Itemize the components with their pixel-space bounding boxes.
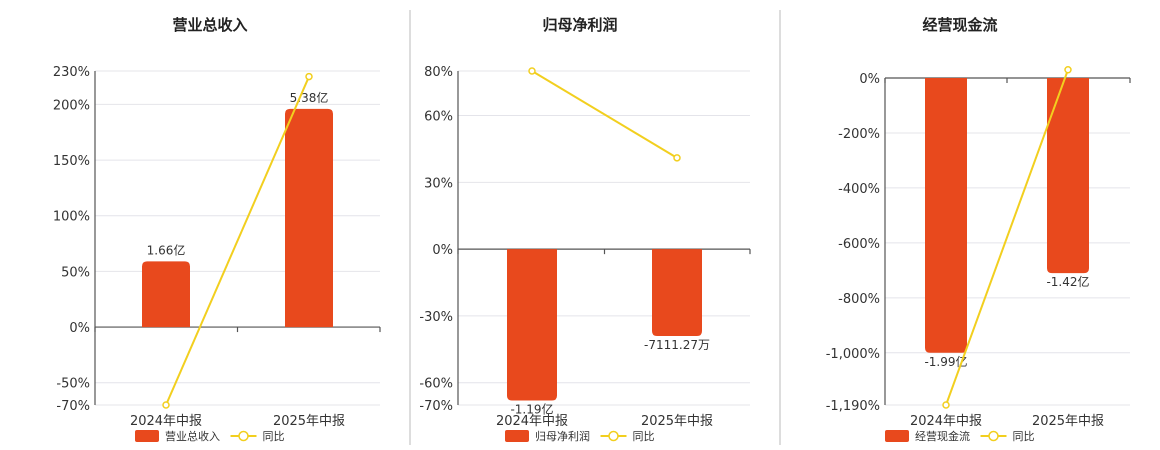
yoy-line (531, 70, 678, 159)
y-tick-label: -70% (419, 399, 453, 414)
y-tick-label: -50% (56, 377, 90, 392)
y-tick-label: 60% (424, 110, 453, 125)
bar (925, 78, 967, 353)
y-tick-label: 230% (53, 65, 90, 80)
legend-line-marker (238, 430, 249, 442)
yoy-point (305, 72, 313, 81)
yoy-point (942, 401, 950, 409)
x-category-label: 2025年中报 (1032, 414, 1104, 429)
yoy-point (162, 401, 170, 409)
x-category-label: 2024年中报 (496, 414, 568, 429)
yoy-point (528, 67, 536, 75)
x-category-label: 2025年中报 (641, 414, 713, 429)
bar-data-label: -1.99亿 (924, 354, 967, 369)
bar-data-label: -7111.27万 (644, 338, 710, 352)
legend-line-label: 同比 (263, 430, 285, 443)
y-tick-label: -400% (838, 182, 880, 197)
y-tick-label: 0% (859, 72, 880, 87)
bar-data-label: -1.19亿 (510, 402, 553, 417)
y-tick-label: -1,000% (826, 347, 880, 362)
y-tick-label: -200% (838, 127, 880, 142)
bar (285, 108, 333, 328)
y-tick-label: -30% (419, 310, 453, 325)
bar-data-label: -1.42亿 (1046, 274, 1089, 289)
legend-bar-swatch (885, 430, 909, 442)
x-category-label: 2025年中报 (273, 414, 345, 429)
chart-title: 经营现金流 (922, 16, 997, 34)
legend-bar-label: 营业总收入 (165, 429, 220, 443)
y-tick-label: -70% (56, 399, 90, 414)
x-category-label: 2024年中报 (910, 414, 982, 429)
bar (652, 249, 702, 336)
y-tick-label: -60% (419, 377, 453, 392)
y-tick-label: 50% (61, 265, 90, 280)
yoy-line (945, 69, 1069, 406)
bar-data-label: 5.38亿 (290, 90, 329, 105)
legend-line-label: 同比 (633, 430, 655, 443)
legend-line-label: 同比 (1013, 430, 1035, 443)
legend-bar-swatch (505, 430, 529, 442)
chart-title: 归母净利润 (542, 16, 617, 34)
legend-line-marker (608, 430, 619, 442)
y-tick-label: 0% (69, 321, 90, 336)
yoy-line (165, 76, 310, 406)
y-tick-label: 150% (53, 154, 90, 169)
bar (507, 249, 557, 401)
legend-bar-label: 归母净利润 (535, 429, 590, 443)
y-tick-label: 100% (53, 210, 90, 225)
y-tick-label: -800% (838, 292, 880, 307)
bar (1047, 78, 1089, 274)
bar (142, 261, 190, 328)
y-tick-label: -1,190% (826, 399, 880, 414)
y-tick-label: 80% (424, 65, 453, 80)
y-tick-label: 30% (424, 176, 453, 191)
x-category-label: 2024年中报 (130, 414, 202, 429)
chart-title: 营业总收入 (172, 16, 247, 34)
yoy-point (1064, 66, 1072, 74)
yoy-point (673, 154, 681, 162)
legend-bar-label: 经营现金流 (915, 429, 970, 443)
legend-line-marker (988, 430, 999, 442)
y-tick-label: 200% (53, 98, 90, 113)
legend-bar-swatch (135, 430, 159, 442)
y-tick-label: 0% (432, 243, 453, 258)
bar-data-label: 1.66亿 (147, 242, 186, 257)
y-tick-label: -600% (838, 237, 880, 252)
